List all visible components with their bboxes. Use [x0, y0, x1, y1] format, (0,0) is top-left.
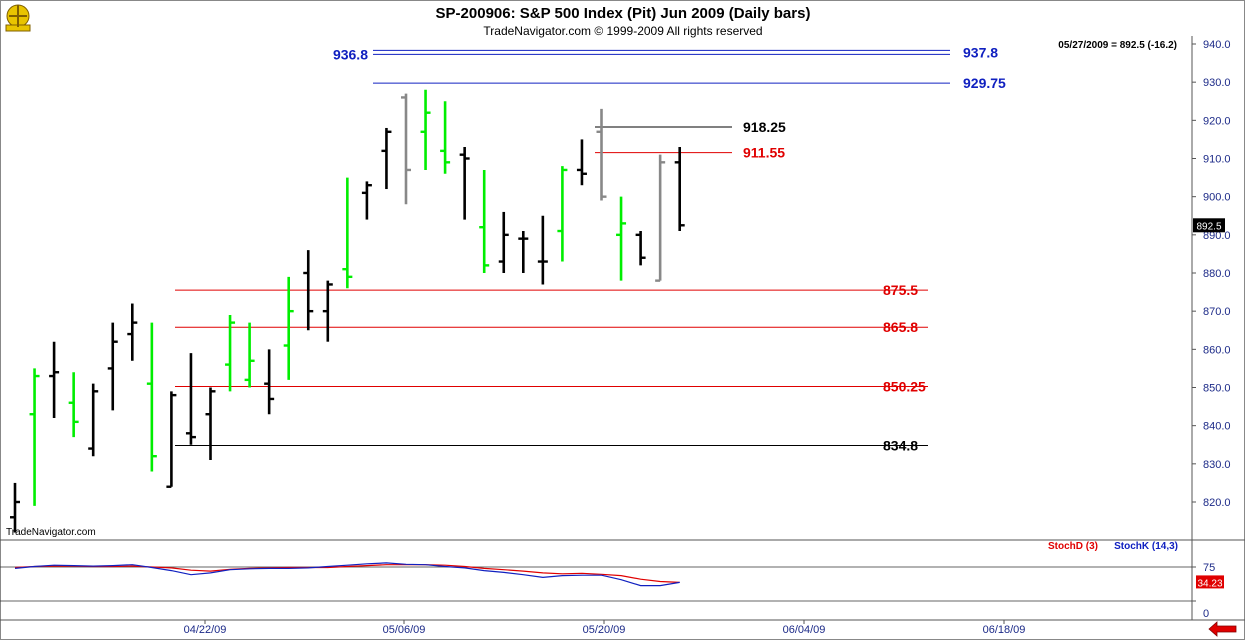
price-tick-label: 910.0 — [1203, 154, 1231, 166]
chart-copyright: TradeNavigator.com © 1999-2009 All right… — [483, 24, 762, 38]
date-tick-label: 04/22/09 — [184, 624, 227, 636]
price-tick-label: 940.0 — [1203, 39, 1231, 51]
stoch-tick-label: 75 — [1203, 562, 1215, 574]
stoch-k-line — [14, 562, 680, 587]
price-bars — [10, 89, 685, 533]
date-tick-label: 06/18/09 — [983, 624, 1026, 636]
price-tick-label: 830.0 — [1203, 459, 1231, 471]
quote-readout: 05/27/2009 = 892.5 (-16.2) — [1058, 40, 1177, 51]
date-tick-label: 05/06/09 — [383, 624, 426, 636]
stoch-tick-label: 0 — [1203, 608, 1209, 620]
level-label: 834.8 — [883, 438, 918, 454]
last-price-marker: 892.5 — [1193, 218, 1225, 233]
level-label: 865.8 — [883, 319, 918, 335]
price-tick-label: 930.0 — [1203, 77, 1231, 89]
level-label: 875.5 — [883, 282, 918, 298]
price-tick-label: 840.0 — [1203, 421, 1231, 433]
level-lines: 937.8 936.8 929.75 918.25 911.55 875.5 865.8 85… — [175, 44, 1006, 454]
chart-title: SP-200906: S&P 500 Index (Pit) Jun 2009 … — [436, 5, 811, 22]
price-tick-label: 880.0 — [1203, 268, 1231, 280]
stoch-d-line — [14, 564, 680, 583]
level-label: 929.75 — [963, 75, 1006, 91]
price-tick-label: 920.0 — [1203, 115, 1231, 127]
price-tick-label: 860.0 — [1203, 344, 1231, 356]
date-axis-labels: 04/22/09 05/06/09 05/20/09 06/04/09 06/18/09 — [184, 620, 1026, 636]
stochastic-panel: 0 75 — [0, 562, 1215, 620]
level-label: 911.55 — [743, 145, 785, 161]
level-label: 850.25 — [883, 379, 926, 395]
svg-text:34.23: 34.23 — [1197, 578, 1222, 589]
price-tick-label: 890.0 — [1203, 230, 1231, 242]
date-tick-label: 05/20/09 — [583, 624, 626, 636]
level-label: 937.8 — [963, 44, 998, 60]
price-tick-label: 820.0 — [1203, 497, 1231, 509]
price-tick-label: 870.0 — [1203, 306, 1231, 318]
watermark: TradeNavigator.com — [6, 527, 96, 538]
price-tick-label: 900.0 — [1203, 192, 1231, 204]
stoch-d-legend: StochD (3) — [1048, 541, 1098, 552]
stoch-k-legend: StochK (14,3) — [1114, 541, 1178, 552]
trade-navigator-logo-icon — [5, 4, 31, 32]
scroll-left-arrow-icon[interactable] — [1206, 621, 1238, 637]
svg-text:892.5: 892.5 — [1196, 221, 1221, 232]
level-start-label: 936.8 — [333, 46, 368, 62]
stoch-last-marker: 34.23 — [1196, 575, 1224, 589]
price-axis-labels: 820.0 830.0 840.0 850.0 860.0 870.0 880.0 890.0… — [1192, 39, 1231, 509]
level-label: 918.25 — [743, 119, 786, 135]
date-tick-label: 06/04/09 — [783, 624, 826, 636]
price-tick-label: 850.0 — [1203, 383, 1231, 395]
